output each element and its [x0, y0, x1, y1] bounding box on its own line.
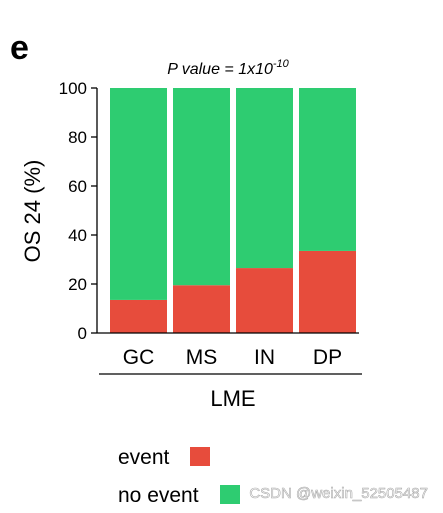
x-tick-label-ms: MS — [186, 346, 218, 369]
x-tick-label-gc: GC — [123, 346, 155, 369]
y-tick-label-60: 60 — [68, 177, 87, 196]
bar-gc-event — [110, 299, 167, 333]
bar-dp-no-event — [299, 88, 356, 251]
x-axis-title: LME — [210, 386, 255, 411]
legend-swatch-event — [190, 447, 210, 466]
y-tick-label-0: 0 — [78, 324, 87, 343]
panel-label: e — [10, 29, 29, 67]
chart-title: P value = 1x10-10 — [167, 58, 289, 78]
legend-label-no-event: no event — [118, 484, 199, 507]
legend-label-event: event — [118, 446, 170, 469]
y-tick-label-40: 40 — [68, 226, 87, 245]
chart-title-exponent: -10 — [273, 58, 290, 70]
bar-dp-event — [299, 250, 356, 333]
y-tick-label-20: 20 — [68, 275, 87, 294]
x-axis-labels: GC MS IN DP — [123, 346, 342, 369]
legend-swatch-no-event — [220, 485, 240, 504]
bars-group — [110, 88, 356, 333]
y-tick-label-80: 80 — [68, 128, 87, 147]
bar-ms-event — [173, 285, 230, 333]
y-axis: 0 20 40 60 80 100 — [59, 79, 359, 343]
legend: event no event — [118, 446, 240, 507]
bar-in-no-event — [236, 88, 293, 269]
y-axis-title: OS 24 (%) — [20, 160, 45, 263]
bar-in-event — [236, 268, 293, 333]
y-tick-label-100: 100 — [59, 79, 87, 98]
chart-title-prefix: P value = 1x10 — [167, 61, 273, 78]
x-tick-label-in: IN — [254, 346, 275, 369]
bar-gc-no-event — [110, 88, 167, 300]
bar-ms-no-event — [173, 88, 230, 286]
x-tick-label-dp: DP — [313, 346, 342, 369]
watermark: CSDN @weixin_52505487 — [249, 485, 428, 502]
